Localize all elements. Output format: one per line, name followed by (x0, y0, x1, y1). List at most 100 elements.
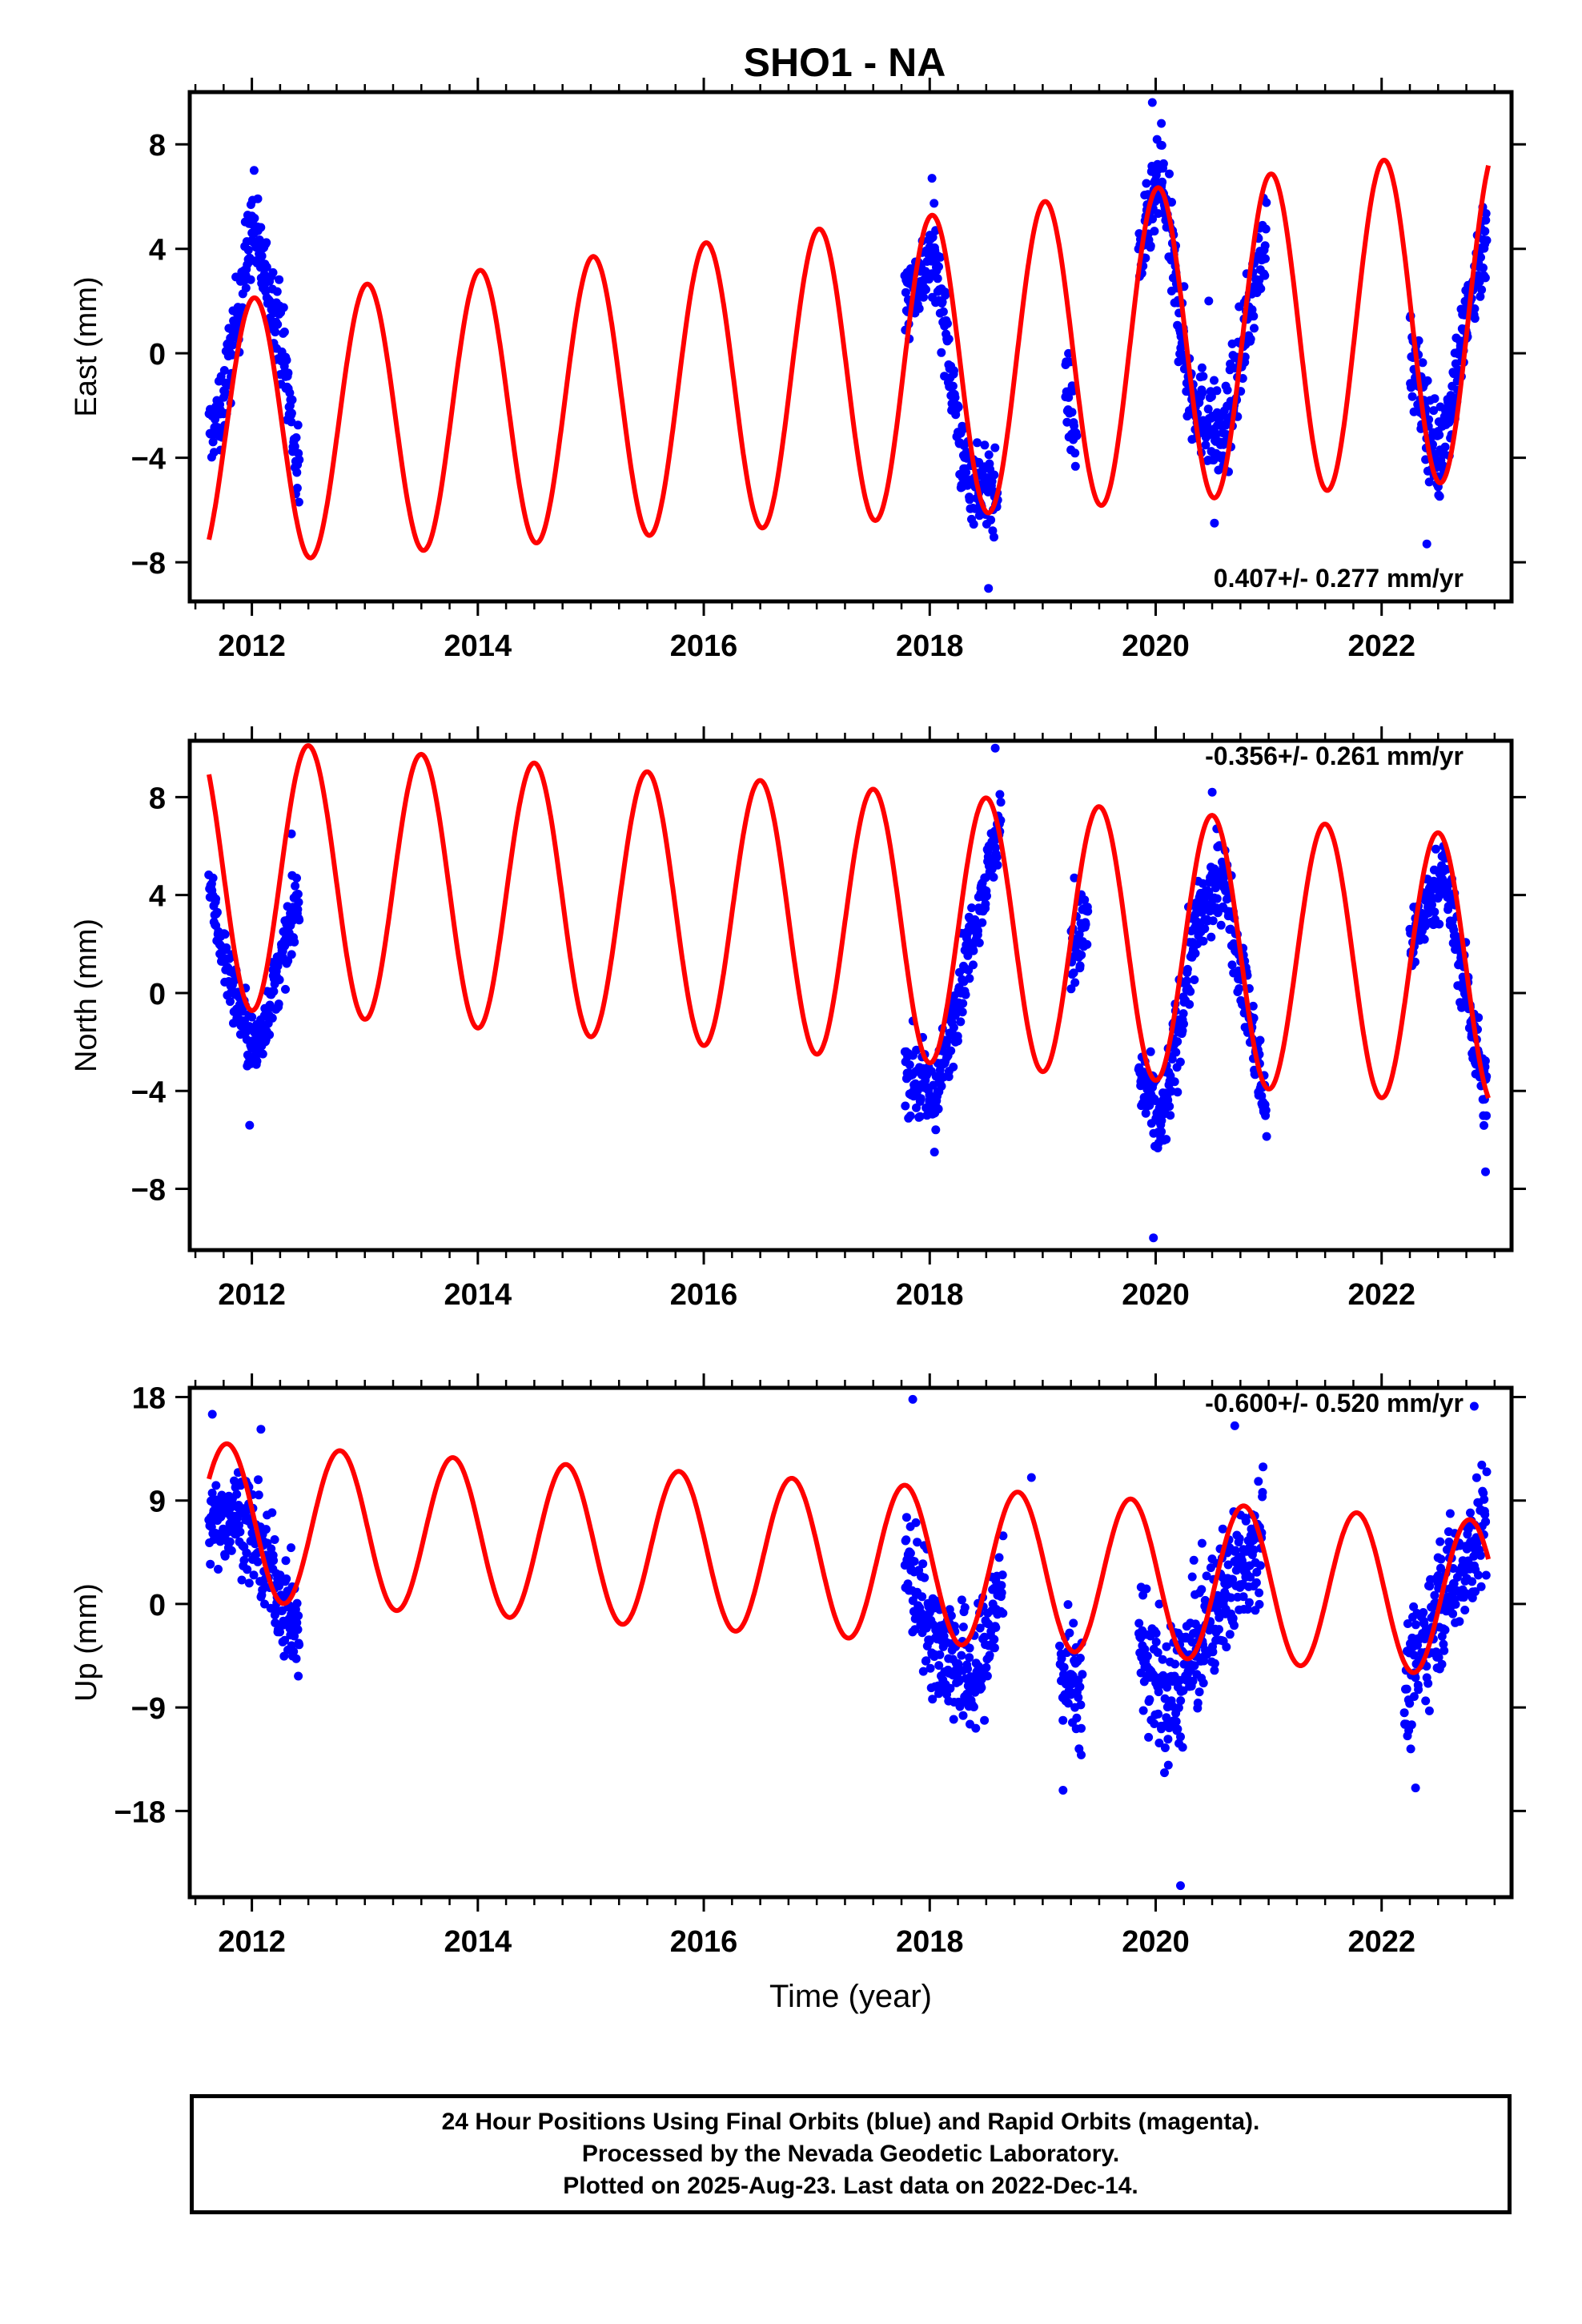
data-point (1171, 1047, 1181, 1057)
data-point (928, 1695, 938, 1704)
data-point (1212, 386, 1222, 396)
x-tick-label: 2022 (1347, 1278, 1415, 1312)
data-point (249, 166, 259, 175)
data-point (1072, 431, 1082, 440)
data-point (946, 1683, 955, 1693)
data-point (1423, 1679, 1433, 1688)
data-point (1482, 1467, 1492, 1477)
data-point (237, 1575, 247, 1585)
data-point (1077, 1723, 1086, 1733)
data-point (1414, 1685, 1423, 1695)
data-point (1223, 385, 1232, 395)
data-point (992, 852, 1002, 862)
data-point (1261, 224, 1271, 234)
data-point (1405, 1699, 1415, 1708)
data-point (1197, 1585, 1207, 1594)
data-point (1260, 271, 1270, 280)
data-point (1261, 254, 1270, 263)
data-point (287, 950, 296, 959)
data-point (1176, 1696, 1186, 1706)
data-point (245, 1120, 255, 1130)
footer-line-1: 24 Hour Positions Using Final Orbits (bl… (441, 2109, 1260, 2135)
data-point (287, 408, 296, 418)
data-point (290, 442, 299, 451)
data-point (1158, 159, 1168, 168)
data-point (1424, 477, 1434, 487)
y-tick-label: −4 (131, 443, 166, 476)
data-point (227, 1546, 236, 1555)
data-point (275, 1627, 284, 1637)
x-tick-label: 2012 (218, 1925, 286, 1959)
footer-line-3: Plotted on 2025-Aug-23. Last data on 202… (563, 2173, 1138, 2199)
data-point (1170, 1659, 1180, 1669)
data-point (282, 356, 291, 365)
data-point (1142, 1584, 1151, 1594)
data-point (1425, 1582, 1435, 1591)
data-point (1255, 1035, 1265, 1045)
data-point (1147, 98, 1157, 107)
data-point (1435, 430, 1444, 440)
x-tick-label: 2022 (1347, 1925, 1415, 1959)
data-point (935, 1650, 945, 1659)
data-point (937, 348, 946, 357)
data-point (208, 437, 218, 447)
data-point (1210, 518, 1219, 528)
data-point (1182, 976, 1191, 986)
data-point (1262, 198, 1271, 207)
data-point (1185, 999, 1195, 1009)
data-point (1162, 1713, 1171, 1723)
data-point (226, 997, 235, 1007)
data-point (294, 1611, 303, 1621)
data-point (1151, 1629, 1161, 1638)
data-point (1409, 1602, 1419, 1611)
data-point (1075, 1654, 1085, 1663)
data-point (949, 1715, 958, 1724)
y-tick-label: 0 (149, 1589, 166, 1622)
data-point (258, 1049, 267, 1059)
data-point (292, 1598, 302, 1608)
x-tick-label: 2016 (670, 629, 738, 663)
data-point (1480, 1494, 1489, 1504)
data-point (1403, 1619, 1412, 1628)
data-point (1082, 939, 1092, 949)
data-point (978, 918, 987, 927)
data-point (293, 890, 303, 899)
data-point (928, 232, 938, 242)
data-point (1210, 1666, 1219, 1675)
data-point (1204, 296, 1214, 306)
data-point (1249, 1545, 1259, 1554)
data-point (256, 1425, 266, 1434)
data-point (1173, 1037, 1182, 1047)
data-point (1402, 1684, 1411, 1694)
x-tick-label: 2018 (896, 1278, 964, 1312)
data-point (1158, 177, 1167, 187)
data-point (214, 1565, 223, 1574)
data-point (905, 1549, 915, 1558)
data-point (1435, 919, 1444, 929)
data-point (293, 905, 303, 915)
data-point (957, 1595, 966, 1605)
data-point (225, 1537, 235, 1546)
data-point (244, 1578, 254, 1588)
data-point (1151, 1637, 1161, 1647)
data-point (982, 1663, 991, 1672)
data-point (1070, 448, 1080, 458)
data-point (1464, 1524, 1473, 1534)
data-point (995, 790, 1005, 799)
footer-caption-box: 24 Hour Positions Using Final Orbits (bl… (190, 2094, 1512, 2214)
data-point (1207, 787, 1217, 797)
data-point (975, 1623, 985, 1633)
data-point (1430, 907, 1439, 917)
data-point (1210, 1659, 1219, 1668)
x-tick-label: 2012 (218, 629, 286, 663)
data-point (990, 470, 999, 480)
data-point (1231, 1546, 1240, 1555)
data-point (1163, 1735, 1173, 1744)
y-axis-label: East (mm) (70, 276, 103, 416)
data-point (1076, 1700, 1086, 1710)
data-point (944, 334, 954, 344)
data-point (295, 455, 304, 464)
data-point (1252, 1567, 1262, 1577)
data-point (1198, 388, 1207, 397)
data-point (252, 1056, 262, 1066)
